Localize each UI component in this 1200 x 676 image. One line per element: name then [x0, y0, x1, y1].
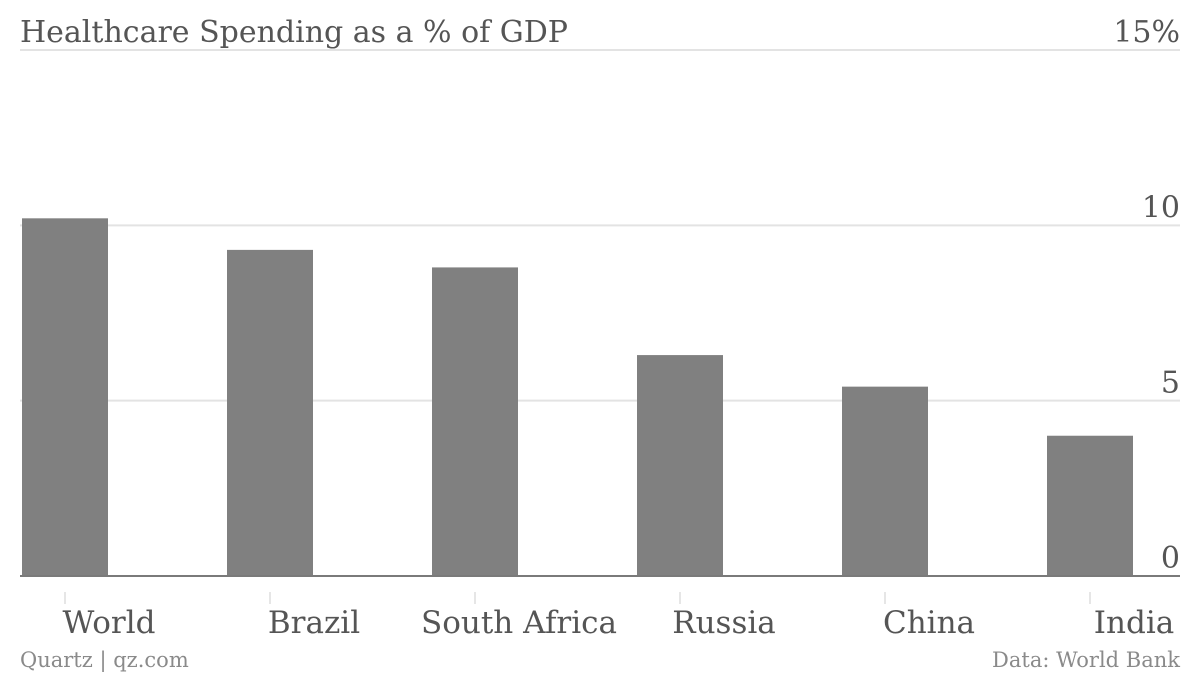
bar-india — [1047, 435, 1133, 576]
bar-south-africa — [432, 267, 518, 576]
y-tick-label-0: 0 — [1161, 541, 1180, 576]
gridlines — [20, 49, 1180, 402]
x-tick-label-brazil: Brazil — [268, 605, 360, 641]
bars — [22, 218, 1133, 576]
x-tick-label-russia: Russia — [672, 605, 776, 641]
y-tick-label-15: 15% — [1113, 15, 1180, 50]
chart-title: Healthcare Spending as a % of GDP — [20, 15, 568, 50]
x-axis-tick-marks — [64, 592, 1091, 604]
footer-source-credit: Quartz | qz.com — [20, 648, 189, 673]
bar-china — [842, 386, 928, 576]
x-axis-category-labels: World Brazil South Africa Russia China India — [63, 605, 1175, 641]
y-tick-label-10: 10 — [1142, 190, 1180, 225]
x-tick-label-india: India — [1094, 605, 1174, 641]
x-tick-label-south-africa: South Africa — [421, 605, 617, 641]
bar-world — [22, 218, 108, 576]
y-tick-label-5: 5 — [1161, 366, 1180, 401]
footer-data-credit: Data: World Bank — [992, 648, 1180, 672]
x-tick-label-world: World — [63, 605, 156, 641]
x-tick-label-china: China — [883, 605, 975, 641]
y-axis-tick-labels: 0 5 10 15% — [1113, 15, 1180, 576]
bar-brazil — [227, 249, 313, 576]
bar-russia — [637, 355, 723, 576]
